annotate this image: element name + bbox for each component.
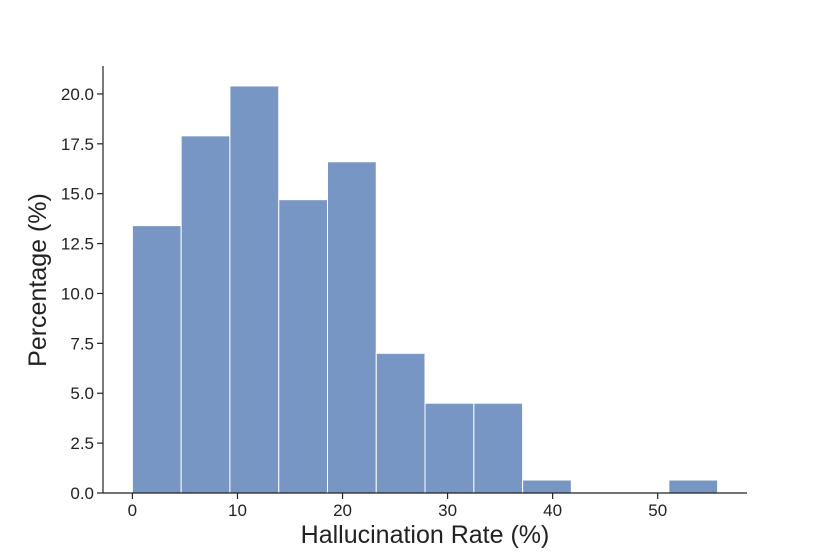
histogram-bar [473,402,524,494]
y-tick-label: 10.0 [61,284,94,303]
axes-group: 0.0 2.5 5.0 7.5 10.0 12.5 15.0 17.5 20.0 0 10 20 30 4… [61,66,747,520]
x-tick-label: 30 [438,501,457,520]
y-tick-label: 0.0 [70,484,94,503]
y-tick-label: 17.5 [61,135,94,154]
histogram-bar [375,352,426,494]
histogram-bar [424,402,475,494]
histogram-bar [327,161,377,494]
x-tick-label: 40 [543,501,562,520]
y-tick-label: 7.5 [70,334,94,353]
bars-group [131,85,719,494]
histogram-bar [229,85,280,494]
histogram-bar [668,479,719,494]
x-tick-label: 50 [648,501,667,520]
x-tick-label: 10 [228,501,247,520]
histogram-bar [278,199,329,494]
y-tick-label: 5.0 [70,384,94,403]
histogram-bar [180,135,231,494]
x-tick-label: 0 [128,501,137,520]
y-tick-label: 2.5 [70,434,94,453]
x-axis-title: Hallucination Rate (%) [301,521,550,549]
y-tick-label: 12.5 [61,235,94,254]
x-tick-label: 20 [333,501,352,520]
histogram-bar [522,479,572,494]
y-tick-label: 20.0 [61,85,94,104]
y-axis-title: Percentage (%) [24,193,52,367]
histogram-bar [131,225,182,494]
y-tick-label: 15.0 [61,185,94,204]
